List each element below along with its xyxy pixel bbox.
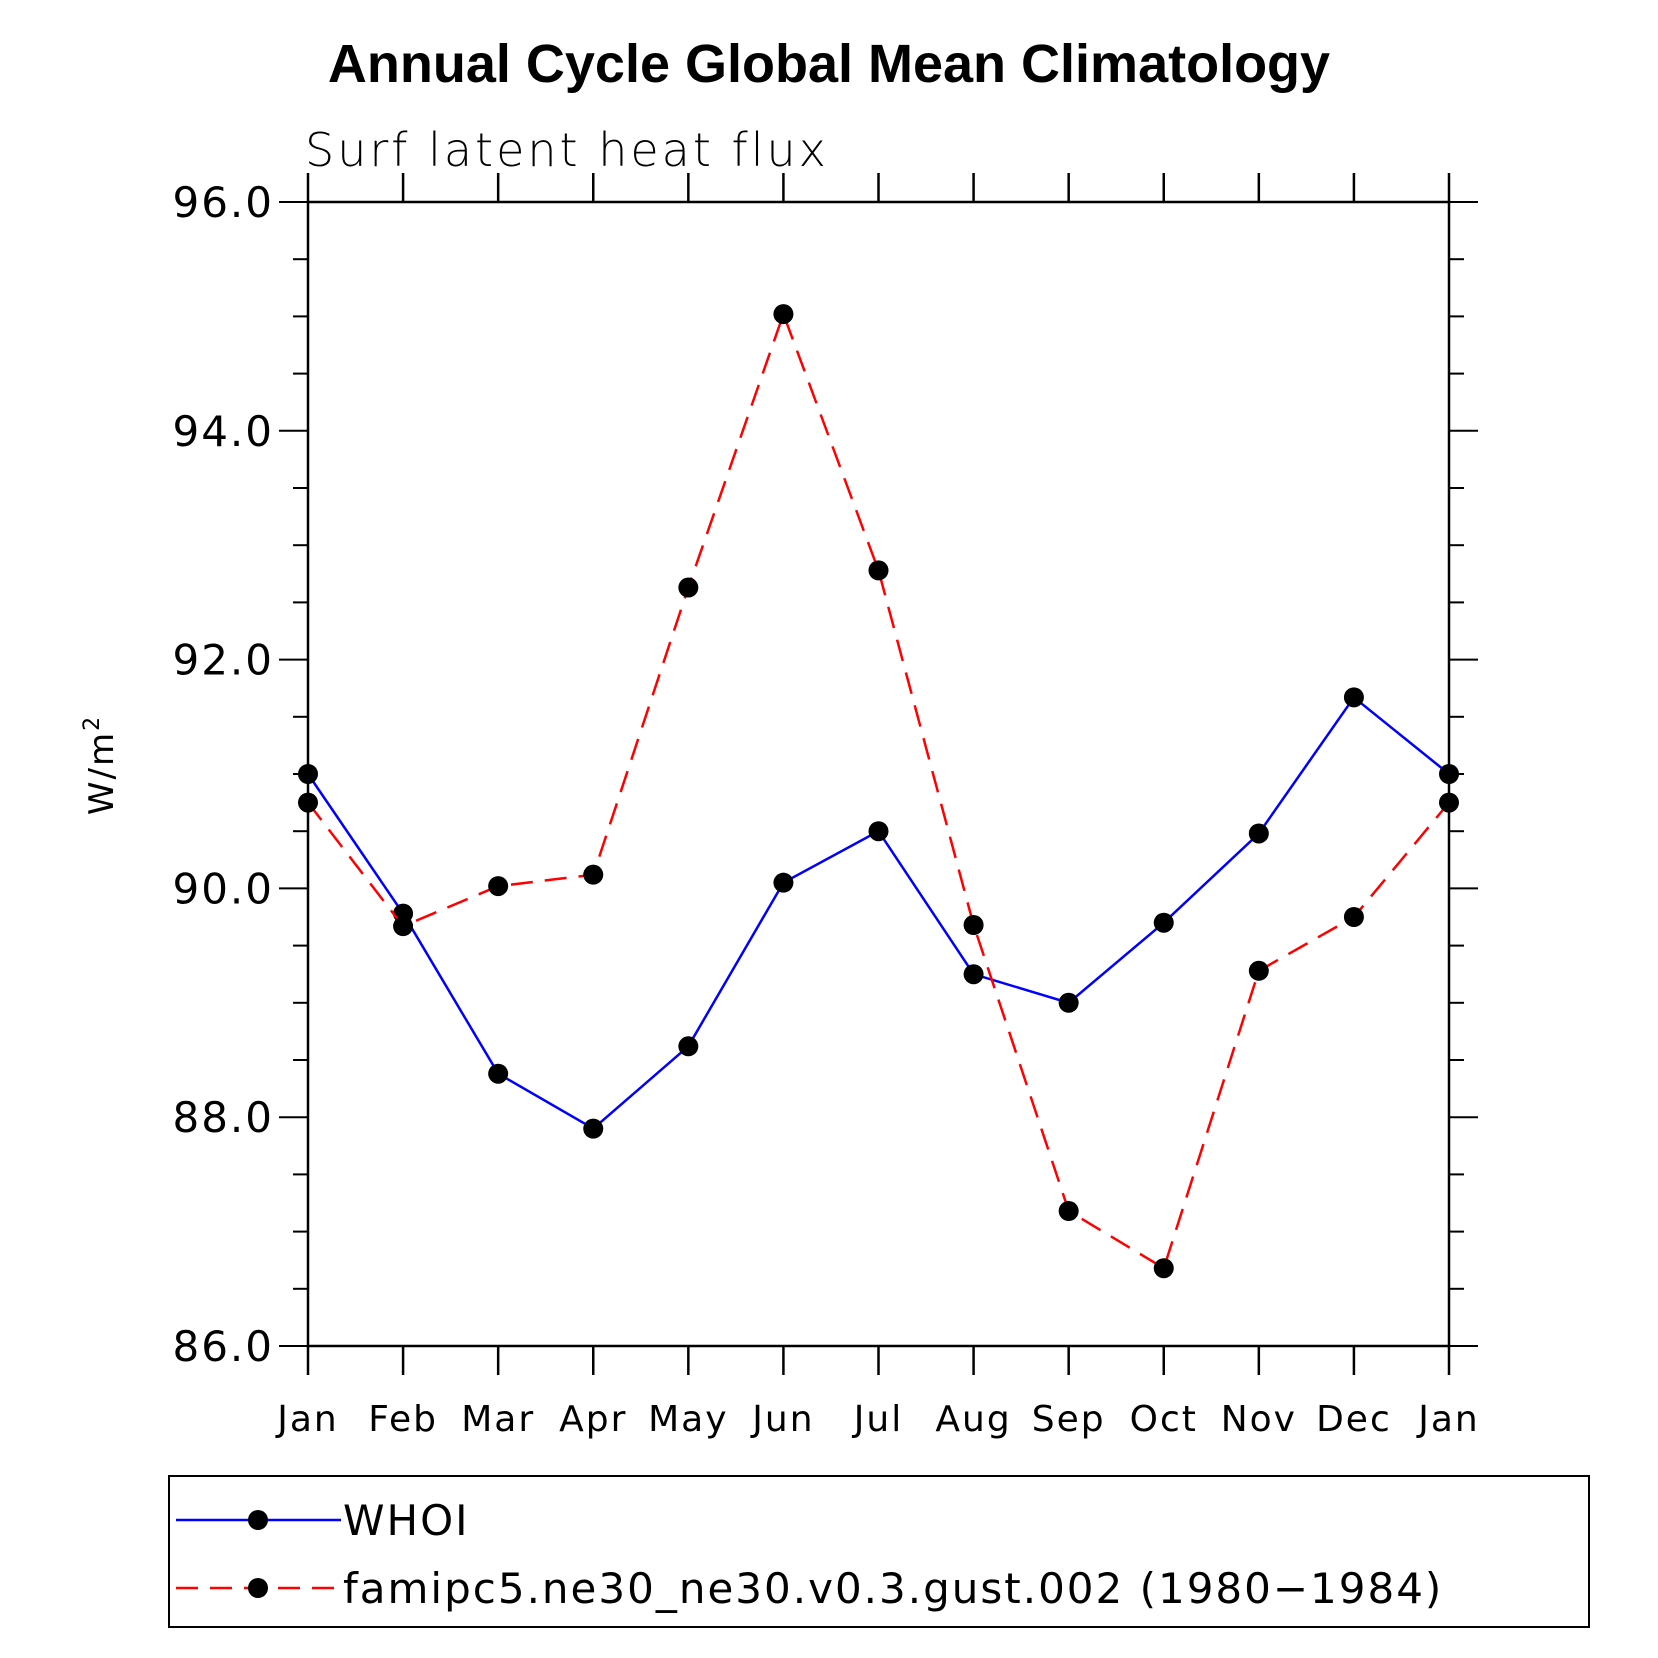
data-point — [1248, 823, 1269, 844]
legend: WHOI famipc5.ne30_ne30.v0.3.gust.002 (198… — [168, 1475, 1590, 1628]
x-tick-label: Nov — [1221, 1399, 1297, 1440]
legend-label: famipc5.ne30_ne30.v0.3.gust.002 (1980−19… — [343, 1564, 1443, 1613]
x-tick-label: Jul — [852, 1399, 903, 1440]
x-tick-label: May — [648, 1399, 728, 1440]
legend-label: WHOI — [343, 1496, 470, 1545]
data-point — [678, 577, 699, 598]
data-point — [488, 1063, 509, 1084]
data-point — [1343, 687, 1364, 708]
data-point — [1248, 960, 1269, 981]
x-tick-label: Jan — [1416, 1399, 1480, 1440]
x-tick-label: Jan — [275, 1399, 339, 1440]
y-tick-label: 96.0 — [172, 178, 274, 227]
y-tick-label: 92.0 — [172, 636, 274, 685]
legend-box — [168, 1475, 1590, 1628]
data-point — [963, 915, 984, 936]
data-point — [868, 560, 889, 581]
x-tick-label: Jun — [750, 1399, 814, 1440]
data-point — [1439, 792, 1459, 813]
data-point — [583, 1118, 604, 1139]
data-point — [298, 792, 318, 813]
data-point — [1153, 912, 1174, 933]
plot-frame — [306, 200, 1451, 1348]
x-tick-label: Dec — [1316, 1399, 1392, 1440]
series-line — [306, 695, 1450, 1131]
chart-subtitle: Surf latent heat flux — [305, 123, 829, 177]
data-point — [298, 764, 318, 784]
data-point — [1153, 1258, 1174, 1279]
y-axis-label: W/m2 — [80, 715, 122, 815]
y-axis-label-superscript: 2 — [80, 715, 105, 731]
x-ticks: Jan Feb Mar Apr May Jun Jul Aug Sep Oct Nov Dec Jan — [275, 173, 1480, 1440]
data-point — [773, 872, 794, 893]
x-tick-label: Oct — [1130, 1399, 1198, 1440]
data-point — [678, 1036, 699, 1057]
y-axis-label-base: W/m — [82, 731, 122, 815]
data-point — [1343, 907, 1364, 927]
y-tick-label: 90.0 — [172, 864, 274, 913]
y-tick-label: 88.0 — [172, 1093, 274, 1142]
series-2 — [298, 304, 1459, 1279]
data-point — [1058, 992, 1079, 1013]
data-point — [868, 821, 889, 842]
y-tick-label: 86.0 — [172, 1322, 274, 1371]
y-ticks: 86.0 88.0 90.0 92.0 94.0 96.0 — [172, 178, 1478, 1371]
series-line — [307, 310, 1450, 1271]
data-point — [488, 876, 509, 897]
y-tick-label: 94.0 — [172, 407, 274, 456]
x-tick-label: Sep — [1032, 1399, 1106, 1440]
x-tick-label: Apr — [559, 1399, 627, 1440]
legend-marker — [248, 1510, 268, 1530]
series-layer — [298, 304, 1459, 1279]
data-point — [773, 304, 794, 325]
data-point — [583, 864, 604, 885]
data-point — [963, 964, 984, 985]
data-point — [1439, 764, 1459, 784]
x-tick-label: Aug — [935, 1399, 1011, 1440]
legend-marker — [248, 1578, 268, 1598]
x-tick-label: Feb — [368, 1399, 438, 1440]
series-1 — [298, 687, 1459, 1139]
data-point — [1058, 1201, 1079, 1222]
data-point — [393, 916, 414, 937]
axes — [306, 200, 1451, 1348]
chart-title: Annual Cycle Global Mean Climatology — [328, 34, 1330, 94]
x-tick-label: Mar — [461, 1399, 535, 1440]
